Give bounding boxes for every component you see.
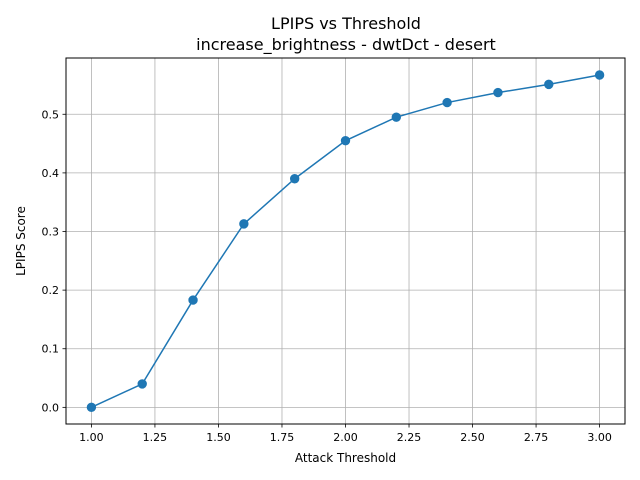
x-tick-label: 1.50 (206, 431, 231, 444)
grid (66, 58, 625, 424)
series-layer (86, 70, 605, 413)
data-point (391, 112, 402, 122)
x-tick-label: 1.25 (143, 431, 168, 444)
x-tick-label: 2.00 (333, 431, 358, 444)
data-point (442, 97, 452, 108)
data-point (544, 79, 554, 90)
y-tick-label: 0.3 (42, 226, 60, 239)
data-point (493, 87, 503, 98)
y-tick-label: 0.4 (42, 167, 60, 180)
data-point (137, 379, 147, 389)
x-tick-label: 1.75 (270, 431, 295, 444)
x-tick-label: 2.25 (397, 431, 422, 444)
chart-subtitle: increase_brightness - dwtDct - desert (196, 35, 496, 55)
x-tick-label: 2.75 (524, 431, 549, 444)
y-tick-label: 0.5 (42, 108, 60, 121)
x-tick-label: 1.00 (79, 431, 104, 444)
data-point (340, 135, 351, 146)
data-point (594, 70, 605, 80)
axis-ticks: 1.00 1.25 1.50 1.75 2.00 2.25 2.50 2.75 3.00 0.0 0… (42, 108, 612, 444)
data-point (289, 174, 300, 184)
chart-title: LPIPS vs Threshold (271, 14, 421, 33)
y-tick-label: 0.2 (42, 284, 60, 297)
data-point (239, 219, 249, 229)
data-point (188, 295, 198, 305)
x-tick-label: 3.00 (587, 431, 612, 444)
y-axis-label: LPIPS Score (14, 206, 28, 276)
y-tick-label: 0.1 (42, 343, 60, 356)
data-point (86, 402, 97, 413)
x-tick-label: 2.50 (460, 431, 485, 444)
x-axis-label: Attack Threshold (295, 451, 396, 465)
y-tick-label: 0.0 (42, 401, 60, 414)
